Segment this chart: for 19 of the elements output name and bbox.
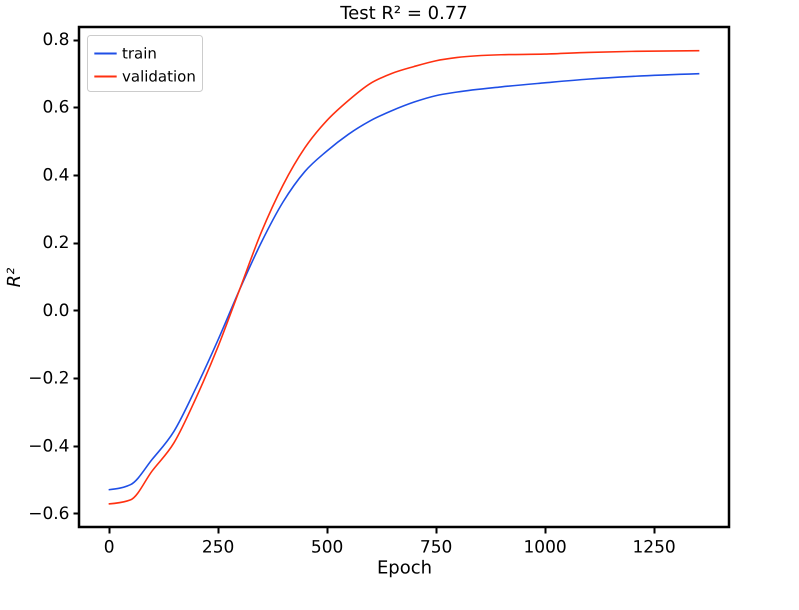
legend-label: validation <box>122 68 196 86</box>
x-tick-label: 1250 <box>632 538 676 558</box>
y-tick-label: 0.0 <box>42 300 70 321</box>
y-tick-label: 0.8 <box>42 30 70 50</box>
legend-label: train <box>122 44 157 62</box>
y-tick-label: −0.6 <box>28 504 70 524</box>
x-tick-label: 0 <box>104 538 115 558</box>
x-tick-label: 500 <box>310 538 344 558</box>
chart-title: Test R² = 0.77 <box>339 3 468 24</box>
y-axis-title: R² <box>4 268 26 288</box>
x-tick-label: 1000 <box>523 538 567 558</box>
y-tick-label: 0.2 <box>42 233 70 254</box>
y-tick-label: −0.4 <box>28 436 70 456</box>
y-tick-label: 0.4 <box>42 165 70 186</box>
x-axis-title: Epoch <box>376 558 432 578</box>
x-tick-label: 250 <box>202 538 234 558</box>
x-tick-label: 750 <box>420 538 452 558</box>
y-tick-label: 0.6 <box>42 98 70 118</box>
y-tick-label: −0.2 <box>28 368 70 389</box>
